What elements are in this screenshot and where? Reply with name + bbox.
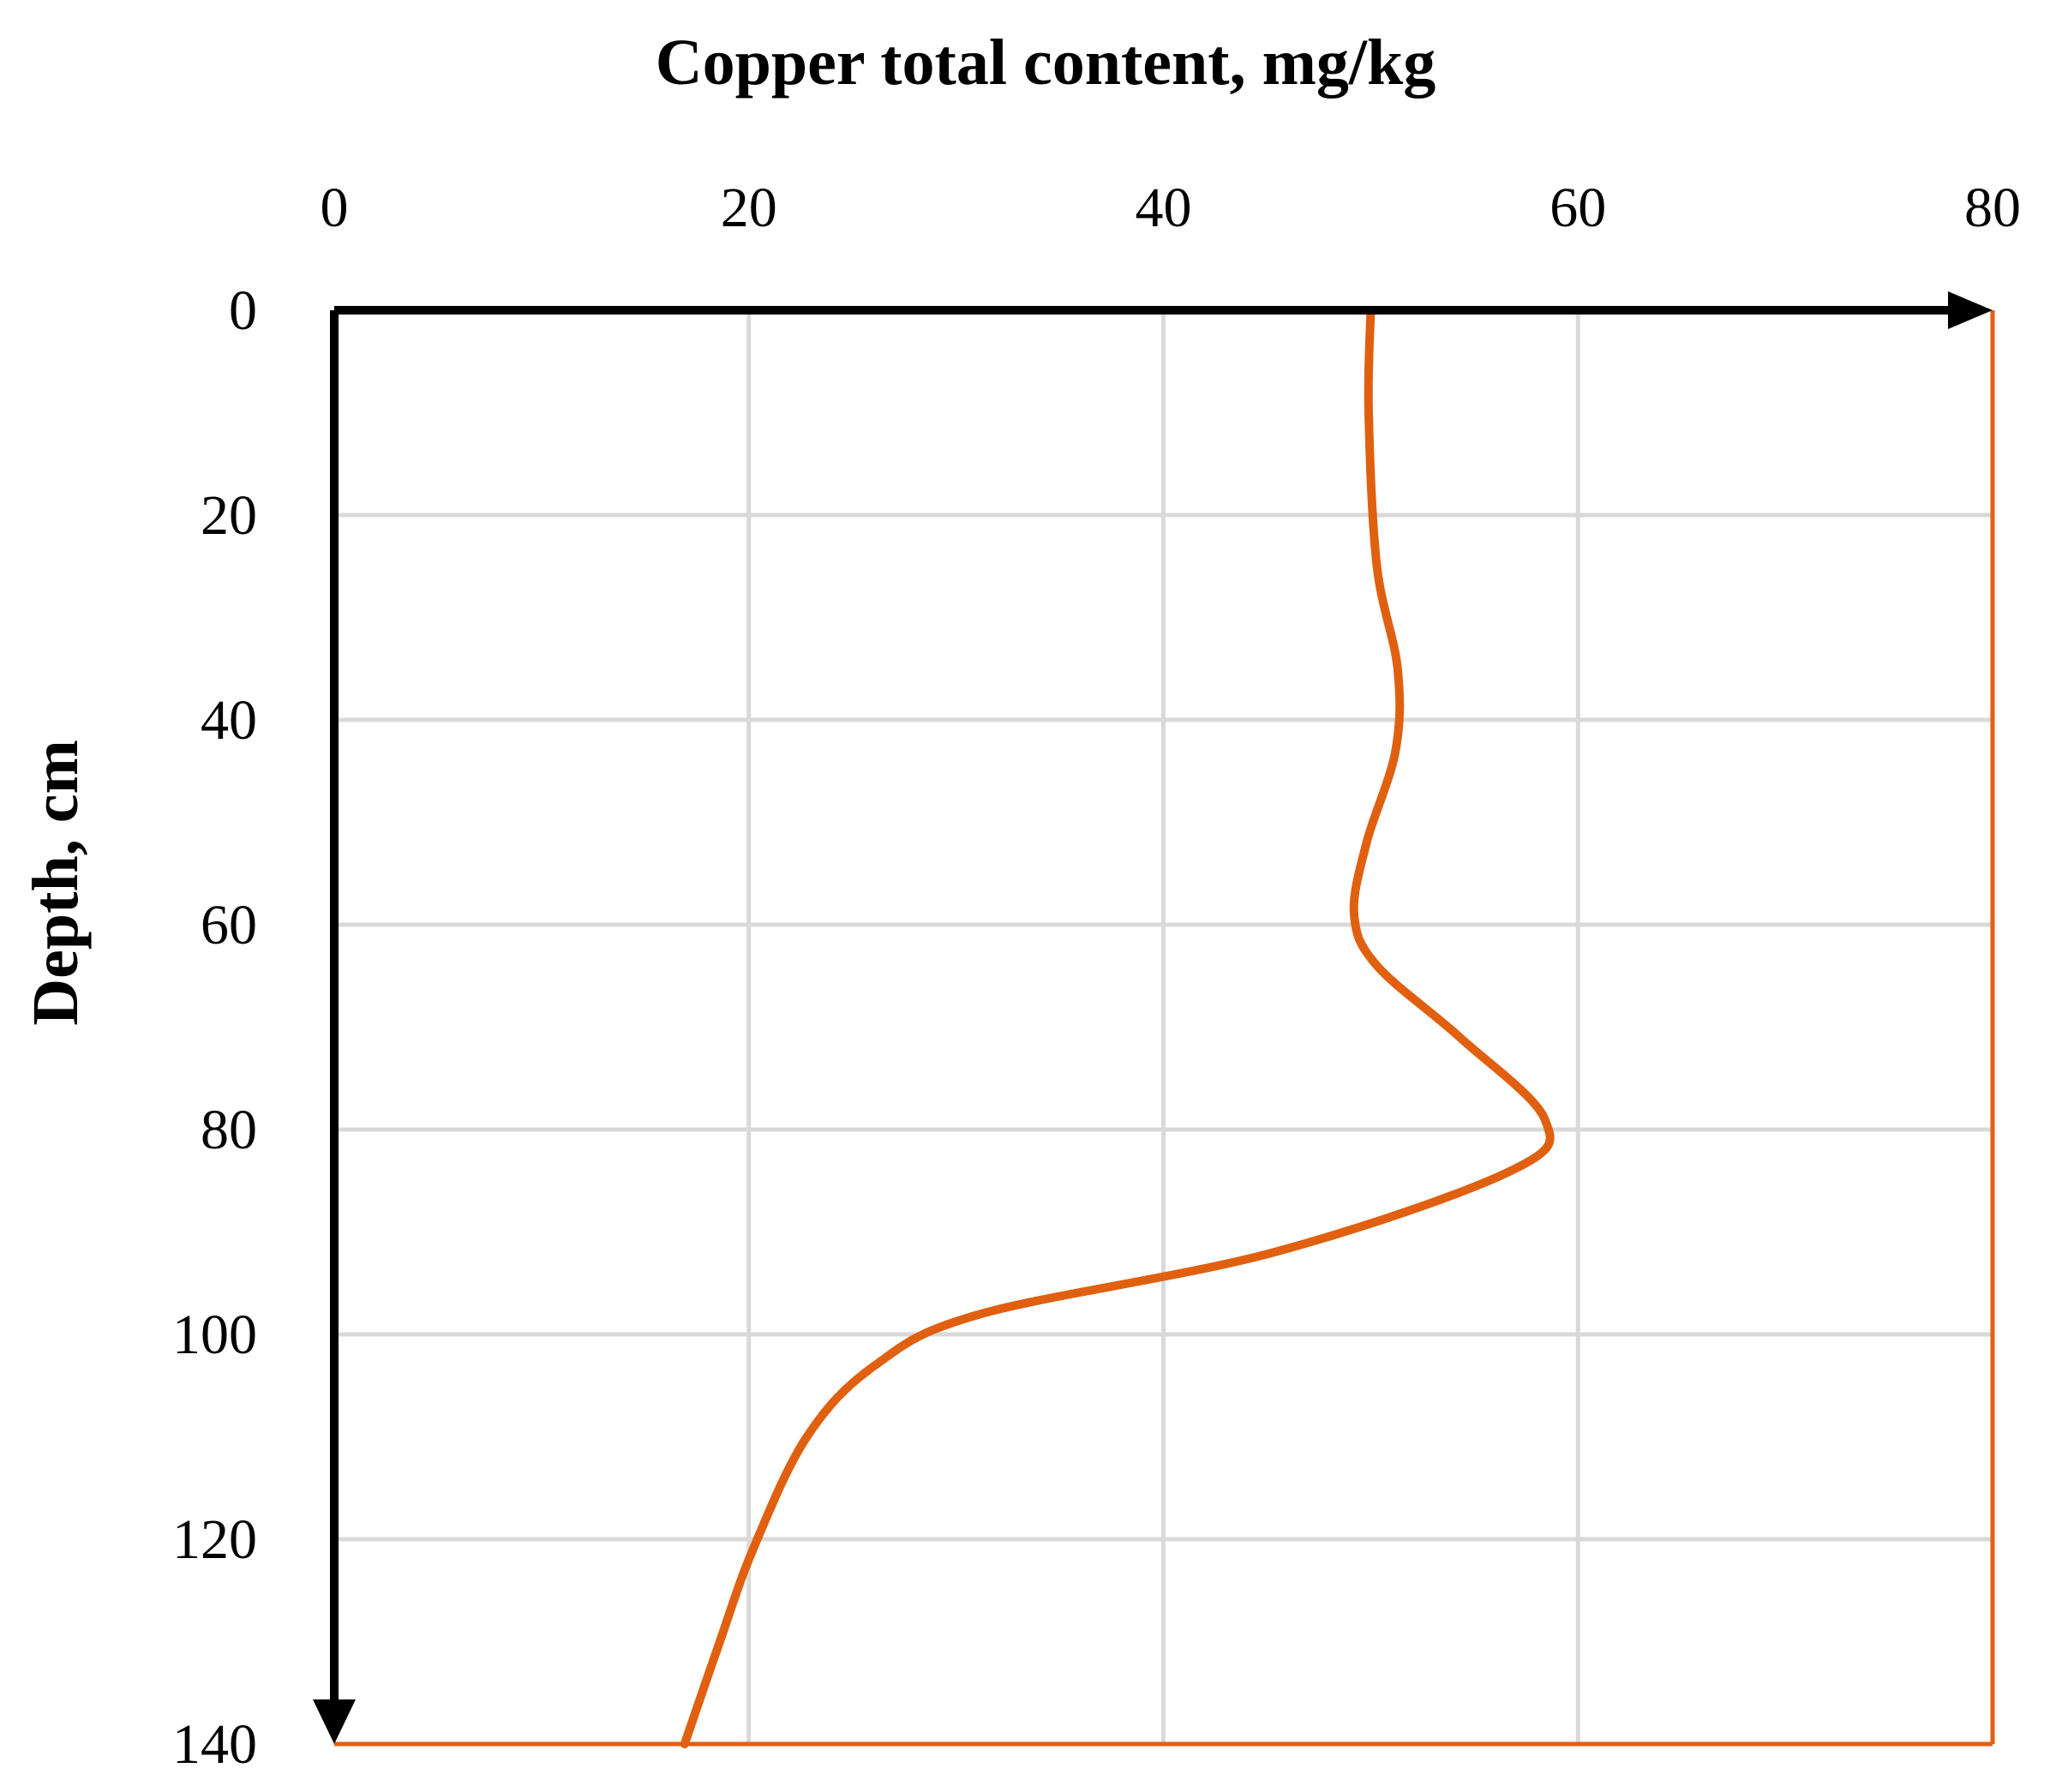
y-tick-label: 0: [229, 279, 257, 342]
axes: [313, 291, 1993, 1744]
y-axis-title: Depth, cm: [20, 740, 92, 1026]
y-tick-label: 140: [172, 1713, 257, 1776]
y-axis-arrowhead: [313, 1699, 356, 1744]
x-tick-label: 80: [1964, 177, 2021, 239]
x-tick-label: 60: [1549, 177, 1606, 239]
y-tick-label: 40: [201, 689, 257, 752]
y-tick-label: 100: [172, 1304, 257, 1366]
x-axis-title: Copper total content, mg/kg: [656, 27, 1436, 99]
x-tick-label: 40: [1136, 177, 1192, 239]
series-layer: [680, 306, 1555, 1748]
x-tick-label: 20: [721, 177, 777, 239]
y-tick-label: 20: [201, 484, 257, 547]
plot-frame: [334, 310, 1995, 1747]
x-axis-arrowhead: [1948, 291, 1993, 329]
gridlines: [334, 310, 1993, 1744]
y-tick-label: 120: [172, 1508, 257, 1571]
y-tick-label: 60: [201, 894, 257, 956]
x-tick-label: 0: [321, 177, 349, 239]
series-line-0: [680, 306, 1555, 1748]
y-tick-label: 80: [201, 1099, 257, 1161]
tick-labels: 0 20 40 60 80 0 20 40 60 80 100 120 140: [172, 177, 2021, 1776]
